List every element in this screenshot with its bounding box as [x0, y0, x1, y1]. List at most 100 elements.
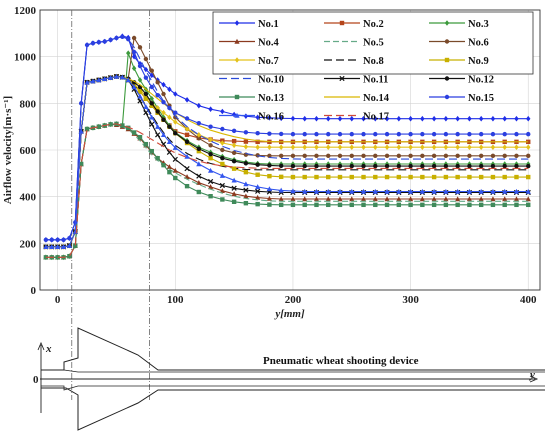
data-point — [337, 188, 343, 194]
data-point — [325, 196, 331, 202]
legend-marker — [234, 94, 240, 100]
data-point — [231, 177, 237, 183]
data-point — [372, 196, 378, 202]
data-point — [302, 196, 308, 202]
y-tick-label: 0 — [31, 285, 37, 297]
data-point — [502, 131, 507, 137]
data-point — [231, 159, 237, 164]
data-point — [149, 114, 155, 120]
device-lower-wall — [41, 387, 545, 431]
data-point — [337, 174, 343, 180]
data-point — [231, 128, 237, 134]
data-point — [349, 196, 355, 202]
data-point — [161, 91, 166, 97]
data-point — [219, 172, 225, 178]
data-point — [443, 174, 449, 180]
data-point — [161, 117, 166, 122]
series-line — [45, 75, 529, 248]
data-point — [326, 144, 331, 150]
legend-box — [212, 11, 534, 75]
data-point — [208, 124, 213, 129]
data-point — [61, 237, 66, 243]
device-upper-wall — [41, 327, 545, 371]
data-point — [455, 196, 461, 202]
data-point — [107, 74, 114, 80]
data-point — [243, 161, 249, 166]
data-point — [290, 188, 296, 194]
data-point — [267, 144, 272, 150]
data-point — [266, 186, 273, 192]
data-point — [361, 144, 366, 150]
x-tick-label: 400 — [520, 294, 537, 306]
data-point — [231, 199, 237, 204]
data-point — [137, 77, 143, 83]
legend-entry: No.1 — [258, 19, 279, 30]
data-point — [467, 174, 472, 180]
data-point — [349, 163, 354, 169]
data-point — [326, 163, 331, 169]
data-point — [196, 189, 202, 195]
legend-marker — [339, 20, 345, 26]
data-point — [143, 110, 149, 116]
data-point — [125, 77, 131, 83]
data-point — [490, 115, 496, 122]
data-point — [396, 202, 402, 208]
data-point — [155, 80, 160, 85]
data-point — [478, 196, 484, 202]
data-point — [290, 196, 296, 202]
data-point — [149, 148, 154, 154]
data-point — [220, 147, 225, 153]
data-point — [143, 96, 149, 101]
device-origin-label: 0 — [33, 374, 39, 386]
data-point — [208, 106, 213, 112]
data-point — [131, 130, 137, 135]
legend-entry: No.15 — [468, 93, 494, 104]
data-point — [420, 163, 425, 169]
data-point — [149, 103, 154, 108]
data-point — [243, 143, 249, 150]
data-point — [143, 91, 149, 97]
data-point — [96, 40, 102, 45]
data-point — [431, 153, 437, 159]
data-point — [490, 131, 496, 137]
data-point — [149, 121, 155, 127]
data-point — [326, 174, 331, 180]
data-point — [502, 163, 507, 169]
legend-marker — [444, 76, 450, 81]
data-point — [49, 237, 54, 243]
data-point — [337, 163, 343, 169]
data-point — [420, 153, 425, 159]
series-line — [45, 75, 529, 248]
data-point — [255, 201, 260, 207]
data-point — [149, 72, 154, 79]
data-point — [396, 153, 402, 159]
data-point — [431, 131, 437, 137]
data-point — [131, 49, 137, 55]
data-point — [360, 196, 367, 202]
x-axis-label: y[mm] — [273, 308, 305, 320]
data-point — [302, 163, 307, 169]
series-no13 — [43, 121, 531, 260]
data-point — [173, 119, 178, 125]
data-point — [155, 92, 160, 98]
data-point — [113, 73, 120, 79]
data-point — [131, 53, 137, 60]
data-point — [502, 144, 507, 150]
data-point — [84, 79, 90, 85]
data-point — [478, 188, 484, 194]
data-point — [243, 181, 249, 187]
data-point — [384, 188, 390, 194]
data-point — [361, 115, 366, 122]
legend-entry: No.8 — [363, 56, 384, 67]
data-point — [231, 138, 237, 144]
data-point — [84, 126, 90, 132]
data-point — [396, 188, 402, 194]
data-point — [502, 196, 508, 202]
data-point — [490, 153, 496, 159]
data-point — [467, 131, 472, 137]
legend-entry: No.14 — [363, 93, 390, 104]
legend-marker — [339, 75, 345, 82]
series-no14 — [45, 75, 529, 248]
data-point — [372, 188, 378, 194]
